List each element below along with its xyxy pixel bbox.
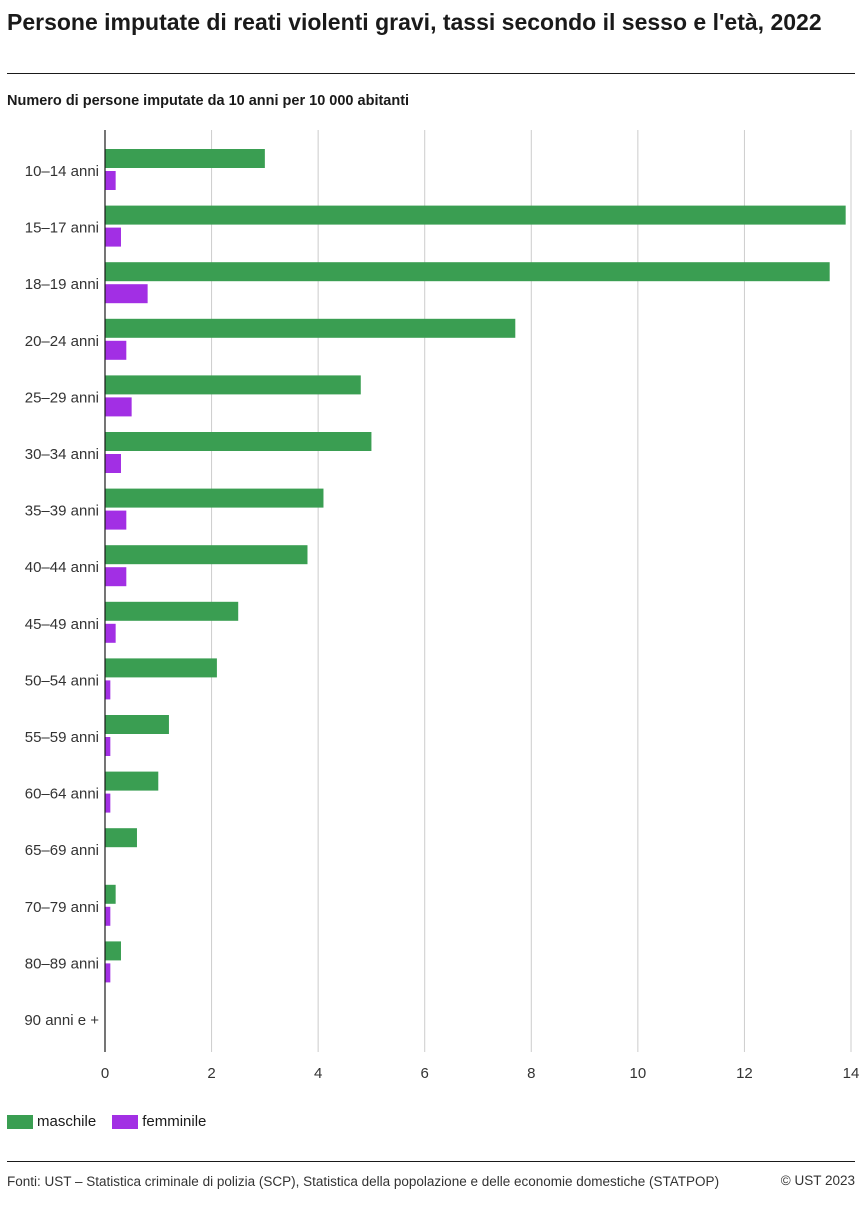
category-label: 60–64 anni [25, 786, 99, 803]
category-label: 30–34 anni [25, 446, 99, 463]
category-label: 25–29 anni [25, 389, 99, 406]
category-label: 40–44 anni [25, 559, 99, 576]
category-label: 10–14 anni [25, 163, 99, 180]
bar-female-4 [105, 340, 127, 360]
bar-male-4 [105, 318, 516, 338]
bar-male-15 [105, 941, 121, 961]
legend-swatch-female [112, 1114, 139, 1129]
category-label: 90 anni e + [24, 1012, 99, 1029]
category-label: 45–49 anni [25, 616, 99, 633]
legend-label-male: maschile [37, 1113, 97, 1130]
bar-male-1 [105, 149, 265, 168]
legend-item-female[interactable]: femminile [112, 1113, 206, 1130]
bar-female-6 [105, 454, 121, 473]
bar-male-11 [105, 715, 169, 734]
bar-female-1 [105, 171, 116, 190]
bar-female-10 [105, 680, 111, 700]
bar-female-5 [105, 397, 132, 417]
x-tick-label: 4 [314, 1065, 322, 1082]
x-tick-label: 2 [207, 1065, 215, 1082]
bar-female-2 [105, 227, 121, 247]
category-label: 65–69 anni [25, 842, 99, 859]
bar-male-14 [105, 884, 116, 904]
bar-female-3 [105, 284, 148, 304]
bar-male-5 [105, 375, 361, 395]
category-label: 50–54 anni [25, 672, 99, 689]
bar-male-7 [105, 488, 324, 508]
bar-male-12 [105, 771, 159, 791]
bar-male-10 [105, 658, 217, 678]
bar-female-7 [105, 510, 127, 530]
category-label: 55–59 anni [25, 729, 99, 746]
legend: maschile femminile [7, 1113, 222, 1130]
x-tick-label: 6 [421, 1065, 429, 1082]
bar-male-9 [105, 601, 239, 621]
bar-female-14 [105, 906, 111, 926]
chart-title: Persone imputate di reati violenti gravi… [7, 9, 822, 35]
bar-chart: 10–14 anni 15–17 anni 18–19 anni 20–24 anni… [24, 130, 860, 1082]
x-tick-label: 8 [527, 1065, 535, 1082]
category-label: 15–17 anni [25, 220, 99, 237]
category-label: 20–24 anni [25, 333, 99, 350]
legend-label-female: femminile [142, 1113, 207, 1130]
copyright: © UST 2023 [780, 1173, 855, 1188]
x-tick-label: 14 [843, 1065, 860, 1082]
footer-divider [7, 1161, 855, 1162]
source-note: Fonti: UST – Statistica criminale di pol… [7, 1174, 720, 1189]
bar-male-6 [105, 432, 372, 451]
chart-subtitle: Numero di persone imputate da 10 anni pe… [7, 93, 410, 109]
x-tick-label: 0 [101, 1065, 109, 1082]
bar-male-3 [105, 262, 830, 282]
bar-female-11 [105, 737, 111, 756]
category-label: 70–79 anni [25, 899, 99, 916]
category-label: 80–89 anni [25, 955, 99, 972]
legend-item-male[interactable]: maschile [7, 1113, 96, 1130]
title-divider [7, 73, 855, 74]
bar-female-9 [105, 623, 116, 643]
bar-female-15 [105, 963, 111, 983]
category-label: 35–39 anni [25, 503, 99, 520]
x-tick-label: 12 [736, 1065, 753, 1082]
bar-male-8 [105, 545, 308, 565]
bar-female-12 [105, 793, 111, 813]
bar-female-8 [105, 567, 127, 587]
bar-male-13 [105, 828, 137, 848]
legend-swatch-male [7, 1114, 33, 1129]
category-label: 18–19 anni [25, 276, 99, 293]
x-tick-label: 10 [630, 1065, 647, 1082]
bar-male-2 [105, 205, 846, 225]
